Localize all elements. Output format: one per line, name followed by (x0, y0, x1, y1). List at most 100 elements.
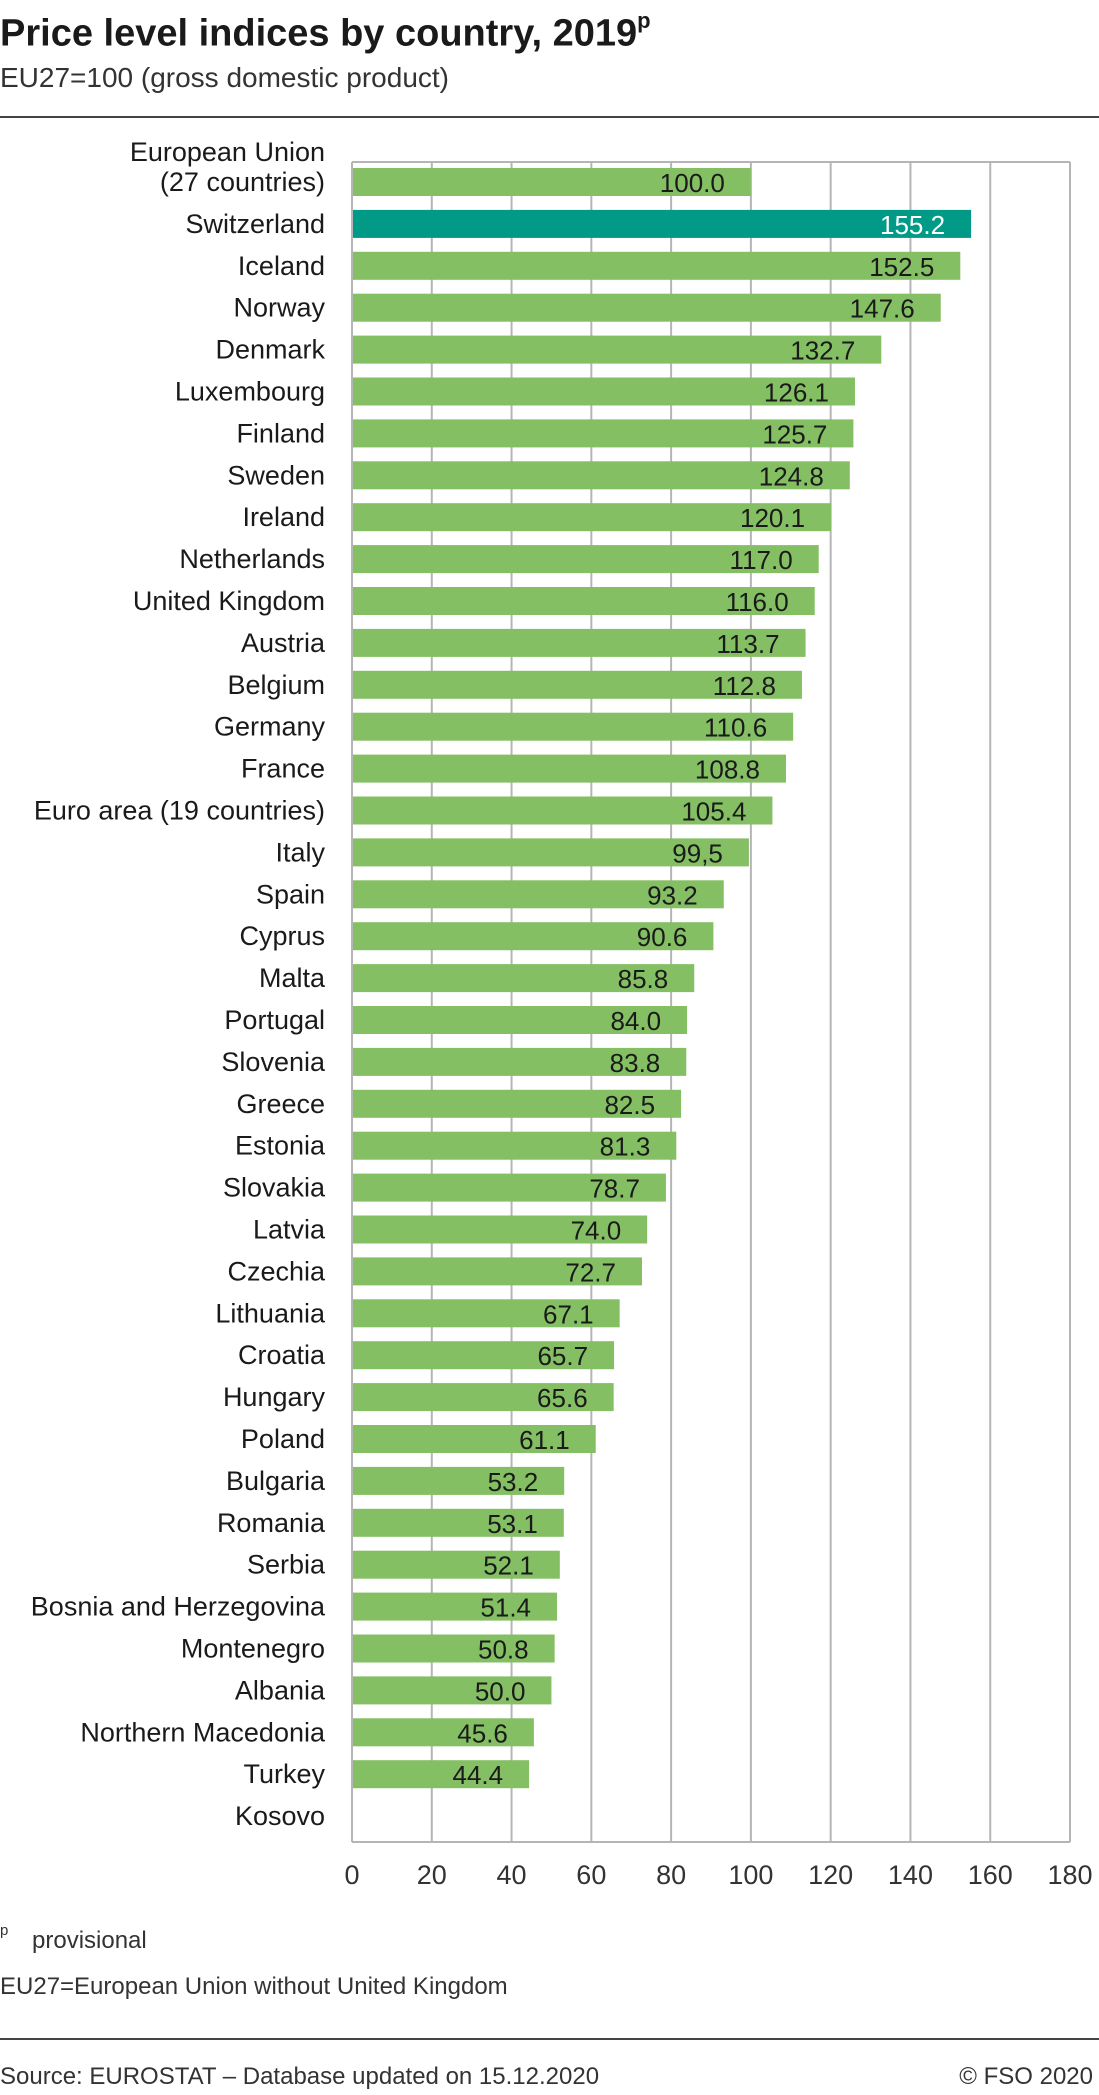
bar (353, 1425, 596, 1453)
x-tick-label: 100 (728, 1860, 773, 1890)
category-label: Netherlands (179, 544, 325, 574)
x-tick-label: 120 (808, 1860, 853, 1890)
bar (353, 1299, 620, 1328)
chart-title: Price level indices by country, 2019p (0, 0, 651, 59)
data-label: 117.0 (730, 545, 793, 575)
data-label: 105.4 (681, 797, 746, 827)
bar (353, 1257, 642, 1286)
category-label: Serbia (247, 1550, 326, 1580)
data-label: 147.6 (850, 294, 915, 324)
data-label: 83.8 (610, 1048, 661, 1078)
category-label: Latvia (253, 1215, 326, 1245)
data-label: 112.8 (713, 671, 776, 701)
category-label: Romania (217, 1508, 326, 1538)
bar (353, 628, 806, 657)
x-tick-label: 180 (1047, 1860, 1092, 1890)
bar (353, 1550, 560, 1579)
data-label: 81.3 (600, 1132, 651, 1162)
category-label: Belgium (227, 670, 325, 700)
x-tick-label: 20 (417, 1860, 447, 1890)
bar (353, 587, 815, 615)
data-label: 152.5 (869, 252, 934, 282)
category-label: Finland (236, 418, 325, 448)
data-label: 72.7 (565, 1257, 616, 1287)
category-label: Iceland (238, 251, 325, 281)
category-label: Slovakia (223, 1173, 326, 1203)
bar (353, 1341, 615, 1370)
category-label: Euro area (19 countries) (34, 796, 325, 826)
category-label: Luxembourg (175, 377, 325, 407)
data-label: 100.0 (660, 168, 725, 198)
category-label: Estonia (235, 1131, 326, 1161)
footnote-marker: p (0, 1922, 9, 1939)
category-label: Kosovo (235, 1801, 325, 1831)
category-label: European Union (27 countries) (130, 140, 325, 197)
category-label: Lithuania (215, 1298, 326, 1328)
category-label: Poland (241, 1424, 325, 1454)
category-label: Hungary (223, 1382, 326, 1412)
bar (353, 964, 695, 993)
data-label: 110.6 (704, 713, 767, 743)
data-label: 93.2 (647, 880, 698, 910)
data-label: 113.7 (716, 629, 779, 659)
bar (353, 1634, 555, 1663)
category-label: Germany (214, 712, 326, 742)
bar (353, 1760, 530, 1789)
data-label: 65.6 (537, 1383, 588, 1413)
x-tick-label: 80 (656, 1860, 686, 1890)
x-tick-label: 160 (968, 1860, 1013, 1890)
data-label: 116.0 (726, 587, 789, 617)
data-label: 124.8 (759, 461, 824, 491)
category-label: Switzerland (185, 209, 325, 239)
bar (353, 1131, 677, 1160)
bar (353, 1215, 648, 1244)
category-label: Austria (241, 628, 326, 658)
category-label: Spain (256, 879, 325, 909)
data-label: 44.4 (452, 1760, 503, 1790)
data-label: 84.0 (610, 1006, 661, 1036)
data-label: 50.0 (475, 1676, 526, 1706)
data-label: 132.7 (790, 336, 855, 366)
bar (353, 1383, 614, 1412)
bar (353, 545, 819, 574)
data-label: 67.1 (543, 1299, 594, 1329)
category-label: Portugal (224, 1005, 325, 1035)
category-label: Albania (235, 1675, 326, 1705)
category-label: France (241, 754, 325, 784)
bar (353, 1089, 682, 1118)
category-label: Sweden (227, 460, 325, 490)
category-label: Italy (275, 837, 325, 867)
category-label: Denmark (215, 335, 325, 365)
category-label: Greece (236, 1089, 325, 1119)
bar (353, 503, 832, 532)
footnote-provisional: provisional (32, 1927, 147, 1954)
category-label: Bosnia and Herzegovina (31, 1592, 326, 1622)
data-label: 120.1 (740, 503, 805, 533)
category-label: Cyprus (239, 921, 325, 951)
data-label: 99,5 (672, 838, 723, 868)
data-label: 74.0 (571, 1216, 622, 1246)
x-tick-label: 0 (344, 1860, 359, 1890)
x-tick-label: 40 (497, 1860, 527, 1890)
bar (353, 461, 850, 490)
data-label: 51.4 (480, 1593, 531, 1623)
source-note: Source: EUROSTAT – Database updated on 1… (0, 2063, 600, 2090)
data-label: 85.8 (618, 964, 669, 994)
category-label: Czechia (227, 1256, 326, 1286)
bar (353, 838, 749, 867)
chart-title-text: Price level indices by country, 2019 (0, 12, 638, 55)
data-label: 78.7 (589, 1174, 640, 1204)
data-label: 65.7 (537, 1341, 588, 1371)
bar (353, 922, 714, 951)
category-label: Northern Macedonia (80, 1717, 326, 1747)
data-label: 82.5 (604, 1090, 655, 1120)
category-label: Turkey (243, 1759, 325, 1789)
bar (353, 796, 773, 825)
header-divider (0, 116, 1099, 118)
x-tick-label: 140 (888, 1860, 933, 1890)
data-label: 108.8 (695, 755, 760, 785)
category-label: Norway (233, 293, 325, 323)
bar (353, 209, 972, 238)
data-label: 90.6 (637, 922, 688, 952)
category-label: United Kingdom (133, 586, 325, 616)
